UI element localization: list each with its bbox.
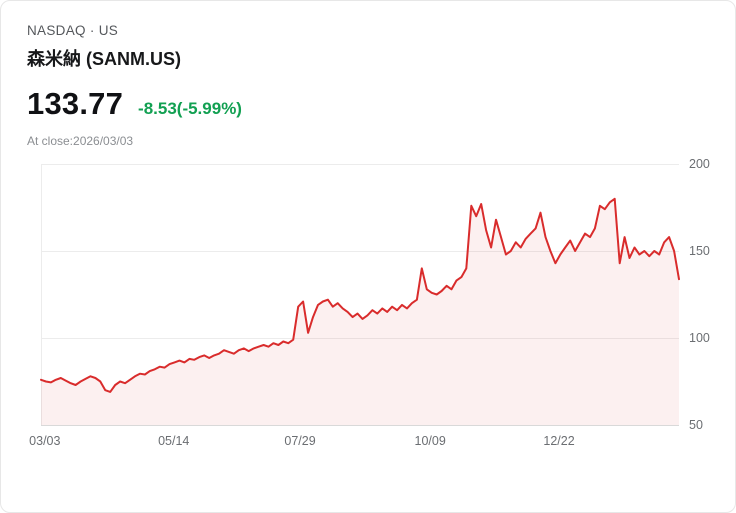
price-change: -8.53(-5.99%) bbox=[138, 99, 242, 118]
price-row: 133.77 -8.53(-5.99%) bbox=[27, 86, 709, 122]
x-axis-tick-label: 05/14 bbox=[158, 434, 190, 448]
y-axis-tick-label: 100 bbox=[689, 331, 710, 345]
last-price: 133.77 bbox=[27, 86, 124, 121]
price-chart[interactable]: 50 100 150 200 03/03 05/14 07/29 10/09 12/22 bbox=[1, 157, 735, 456]
stock-name: 森米納 (SANM.US) bbox=[27, 49, 181, 69]
y-axis-tick-label: 150 bbox=[689, 244, 710, 258]
x-axis-tick-label: 03/03 bbox=[29, 434, 61, 448]
plot-area[interactable]: 50 100 150 200 bbox=[40, 157, 710, 432]
x-axis: 03/03 05/14 07/29 10/09 12/22 bbox=[29, 434, 679, 456]
x-axis-tick-label: 07/29 bbox=[284, 434, 316, 448]
x-axis-tick-label: 12/22 bbox=[543, 434, 575, 448]
exchange-label: NASDAQ · US bbox=[27, 23, 119, 38]
y-axis-tick-label: 200 bbox=[689, 157, 710, 171]
price-line-chart[interactable] bbox=[40, 164, 680, 426]
close-timestamp: At close:2026/03/03 bbox=[27, 134, 134, 148]
y-axis-tick-label: 50 bbox=[689, 418, 703, 432]
quote-header: NASDAQ · US 森米納 (SANM.US) 133.77 -8.53(-… bbox=[1, 1, 735, 148]
x-axis-tick-label: 10/09 bbox=[414, 434, 446, 448]
